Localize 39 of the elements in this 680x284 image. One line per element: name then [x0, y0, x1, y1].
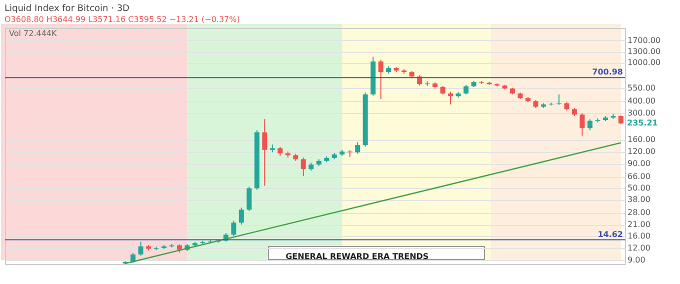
text: 235.21: [627, 118, 658, 128]
y-tick-label: 21.00: [628, 220, 650, 230]
candlestick: [238, 207, 244, 226]
y-tick-label: 16.00: [628, 231, 650, 240]
candlestick: [278, 146, 283, 156]
chart-title: Liquid Index for Bitcoin · 3D: [4, 4, 130, 14]
y-tick-label: 120.00: [628, 147, 656, 156]
annotation: GENERAL REWARD ERA TRENDS: [286, 252, 429, 261]
candlestick: [587, 118, 592, 131]
y-tick-label: 9.00: [628, 256, 646, 265]
y-tick-label: 400.00: [628, 96, 656, 106]
y-tick-label: 300.00: [628, 108, 656, 118]
candlestick: [246, 186, 252, 212]
ref-line-label: 700.98: [592, 68, 624, 77]
y-tick-label: 28.00: [628, 208, 650, 218]
y-tick-label: 550.00: [628, 83, 656, 92]
candlestick: [464, 84, 469, 95]
candlestick: [262, 118, 268, 186]
ref-line-label: 14.62: [598, 230, 623, 239]
y-tick-label: 90.00: [628, 159, 650, 168]
y-tick-label: 1000.00: [628, 58, 661, 68]
candlestick: [355, 142, 360, 154]
y-tick-label: 38.00: [628, 195, 650, 204]
candlestick: [448, 91, 454, 105]
y-tick-label: 66.00: [628, 172, 650, 182]
y-tick-label: 50.00: [628, 184, 650, 193]
candlestick: [138, 241, 144, 256]
candlestick: [378, 59, 384, 100]
y-tick-label: 1700.00: [628, 36, 661, 45]
y-tick-label: 12.00: [628, 244, 650, 253]
candlestick: [556, 94, 562, 106]
annotation: Vol 72.444K: [9, 29, 58, 38]
candlestick: [231, 220, 236, 236]
chart-subtitle: O3608.80 H3644.99 L3571.16 C3595.52 −13.21 (−0.37%): [4, 15, 240, 24]
y-tick-label: 160.00: [628, 135, 656, 144]
candlestick: [580, 112, 585, 136]
y-tick-label: 1300.00: [628, 47, 661, 56]
candlestick: [548, 102, 554, 106]
candlestick: [300, 157, 306, 176]
